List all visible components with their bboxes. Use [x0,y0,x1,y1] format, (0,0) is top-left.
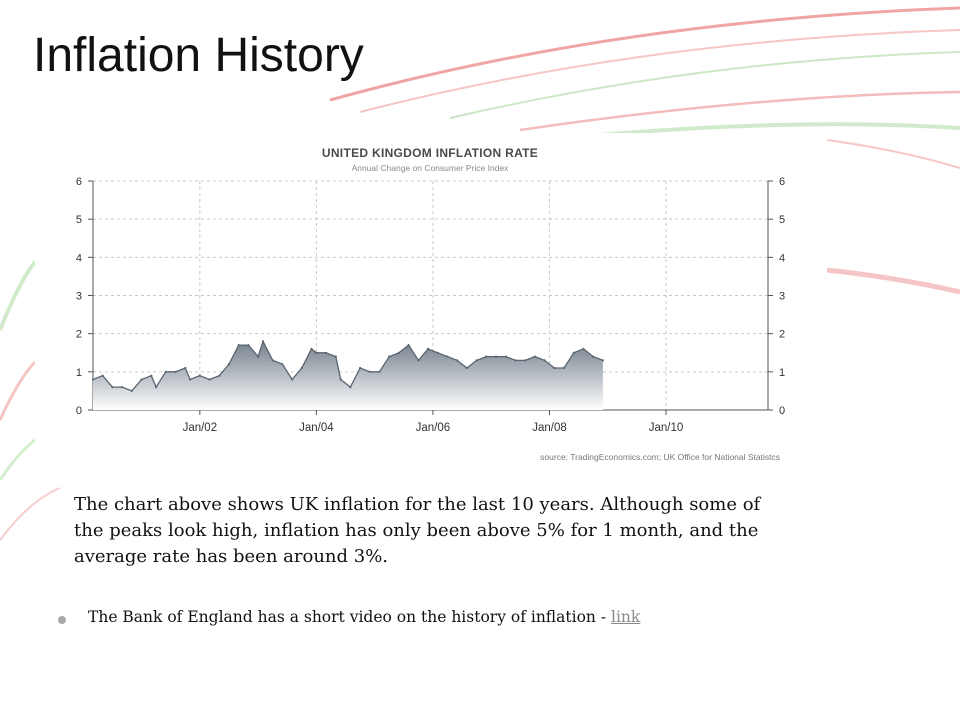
slide-title: Inflation History [33,29,364,82]
video-link[interactable]: link [610,608,641,626]
y-tick-label-left: 1 [76,367,82,379]
data-point [227,363,231,366]
data-point [417,359,420,362]
data-point [562,366,566,370]
bullet-text: The Bank of England has a short video on… [88,608,611,626]
data-point [174,370,177,373]
y-tick-label-right: 4 [779,252,785,264]
bullet-text-container: The Bank of England has a short video on… [88,608,640,626]
data-point [582,347,585,350]
data-point [397,351,400,354]
y-tick-label-right: 6 [779,176,785,188]
data-point [257,355,260,358]
body-text: The chart above shows UK inflation for t… [74,494,761,567]
data-point [514,359,517,362]
y-tick-label-right: 5 [779,214,785,226]
data-point [101,374,104,377]
data-point [427,347,430,350]
data-point [378,370,381,373]
y-tick-label-right: 0 [779,405,785,417]
data-point [310,347,313,350]
data-point [189,378,192,381]
data-point [407,344,410,347]
data-point [164,370,167,373]
data-point [504,355,507,358]
y-tick-label-left: 2 [76,329,82,341]
chart-svg: 0 0 1 1 2 2 3 3 4 4 5 5 6 6 Jan/02 Jan/04 Jan/06 Jan/08 Ja… [76,146,785,462]
data-point [359,366,362,370]
y-tick-label-left: 3 [76,291,82,303]
data-point [140,378,143,381]
y-tick-label-left: 0 [76,405,82,417]
series-area-fill [93,341,603,410]
x-tick-label: Jan/04 [299,422,334,434]
data-point [300,366,303,370]
data-point [446,355,449,358]
data-point [271,359,274,362]
data-point [130,389,133,392]
x-tick-label: Jan/02 [183,422,218,434]
data-point [388,355,391,358]
data-point [572,351,575,354]
data-point [198,374,201,377]
data-point [334,355,337,358]
data-point [218,374,221,377]
y-tick-label-left: 4 [76,252,82,264]
data-point [349,386,352,389]
data-point [315,351,318,354]
y-tick-label-left: 5 [76,214,82,226]
series-line [92,339,604,392]
y-tick-label-right: 1 [779,367,785,379]
data-point [291,378,294,381]
y-tick-label-right: 3 [779,291,785,303]
data-point [237,344,240,347]
data-point [601,359,605,362]
x-tick-label: Jan/10 [649,422,684,434]
data-point [150,374,153,377]
data-point [368,370,371,373]
y-tick-label-left: 6 [76,176,82,188]
data-point [325,351,328,354]
data-point [121,386,124,389]
data-point [495,355,498,358]
data-point [553,366,556,370]
data-point [281,363,284,366]
data-point [436,351,439,354]
data-point [155,386,158,389]
data-point [184,366,187,370]
data-point [533,355,536,358]
chart-source: source: TradingEconomics.com; UK Office … [540,452,780,462]
bullet-icon [58,616,66,624]
chart-title: UNITED KINGDOM INFLATION RATE [322,146,538,160]
data-point [475,359,478,362]
y-tick-label-right: 2 [779,329,785,341]
x-tick-label: Jan/06 [416,422,451,434]
chart-subtitle: Annual Change on Consumer Price Index [352,163,510,173]
data-point [456,359,459,362]
data-point [592,355,595,358]
data-point [485,355,488,358]
data-point [208,378,211,381]
data-point [339,378,342,381]
data-point [465,366,468,370]
data-point [111,386,114,389]
data-point [91,378,95,381]
data-point [247,344,250,347]
data-point [524,359,527,362]
inflation-chart: 0 0 1 1 2 2 3 3 4 4 5 5 6 6 Jan/02 Jan/04 Jan/06 Jan/08 Ja… [35,133,827,473]
data-point [261,340,265,343]
data-point [543,359,546,362]
x-tick-label: Jan/08 [532,422,567,434]
